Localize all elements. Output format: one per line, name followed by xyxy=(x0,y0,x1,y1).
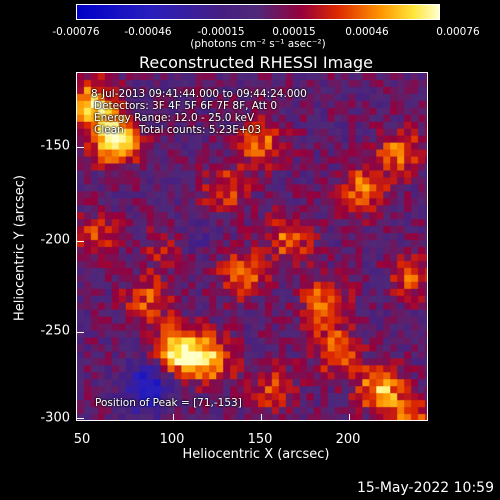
annotation-detectors: Detectors: 3F 4F 5F 6F 7F 8F, Att 0 xyxy=(94,100,278,112)
x-tick-label: 150 xyxy=(247,432,273,447)
annotation-energy: Energy Range: 12.0 - 25.0 keV xyxy=(94,112,255,124)
annotation-time: 8-Jul-2013 09:41:44.000 to 09:44:24.000 xyxy=(91,88,307,100)
x-tick-mark xyxy=(349,414,350,420)
y-tick-label: -250 xyxy=(40,323,70,339)
footer-date: 15-May-2022 10:59 xyxy=(356,480,494,496)
x-tick-label: 100 xyxy=(159,432,185,447)
colorbar-tick-label: 0.00046 xyxy=(345,26,389,38)
colorbar-tick-label: 0.00015 xyxy=(272,26,316,38)
x-tick-label: 200 xyxy=(335,432,361,447)
plot-area: 8-Jul-2013 09:41:44.000 to 09:44:24.000 … xyxy=(76,72,428,421)
colorbar xyxy=(76,4,440,20)
y-tick-mark xyxy=(77,241,84,242)
y-tick-mark xyxy=(77,332,84,333)
y-axis-label: Heliocentric Y (arcsec) xyxy=(12,175,28,321)
annotation-peak: Position of Peak = [71,-153] xyxy=(95,397,242,409)
y-tick-mark xyxy=(77,418,84,419)
x-tick-mark xyxy=(173,414,174,420)
x-tick-mark xyxy=(261,414,262,420)
x-tick-label: 50 xyxy=(73,432,91,447)
annotation-counts: Total counts: 5.23E+03 xyxy=(139,124,262,136)
colorbar-tick-label: -0.00046 xyxy=(124,26,172,38)
colorbar-tick-label: -0.00076 xyxy=(52,26,100,38)
y-tick-mark xyxy=(77,147,84,148)
colorbar-tick-label: -0.00015 xyxy=(197,26,245,38)
colorbar-tick-label: 0.00076 xyxy=(436,26,480,38)
colorbar-units: (photons cm⁻² s⁻¹ asec⁻²) xyxy=(190,38,326,50)
heatmap-image xyxy=(77,73,427,420)
annotation-clean: Clean xyxy=(94,124,124,136)
x-axis-label: Heliocentric X (arcsec) xyxy=(182,447,330,462)
y-tick-label: -150 xyxy=(40,138,70,154)
y-tick-label: -200 xyxy=(40,232,70,248)
y-tick-label: -300 xyxy=(40,410,70,426)
plot-title: Reconstructed RHESSI Image xyxy=(139,53,373,72)
